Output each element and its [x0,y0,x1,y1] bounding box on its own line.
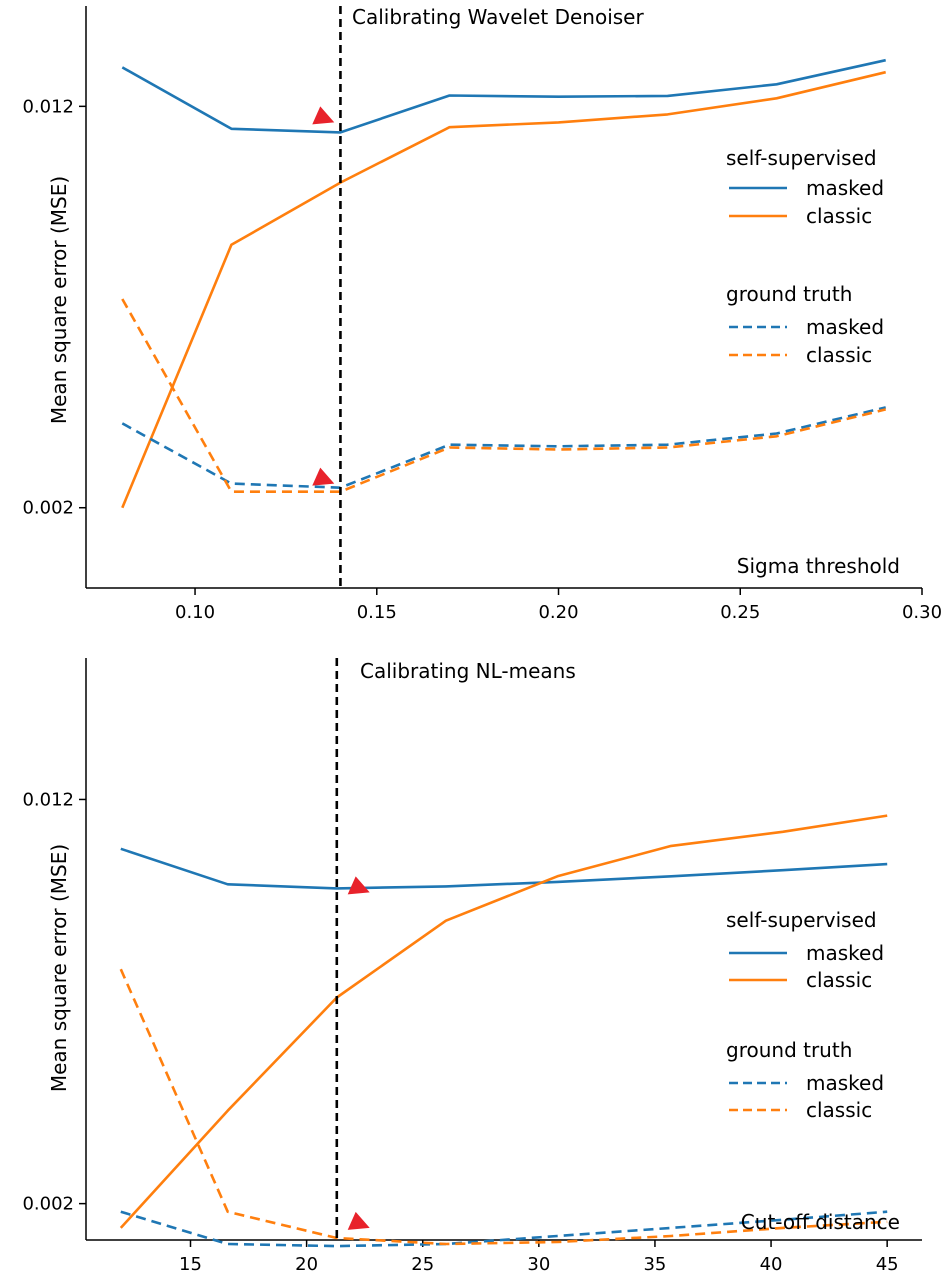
series-layer-nl-means [119,658,888,1248]
legend-nl-means: self-supervised masked classic ground tr… [726,908,884,1122]
legend-label-self-masked: masked [806,941,884,965]
y-tick-label: 0.002 [22,1194,74,1215]
y-axis-label: Mean square error (MSE) [47,176,71,424]
x-axis-label: Sigma threshold [737,554,900,578]
series-layer-wavelet [121,6,887,588]
x-tick-label: 15 [179,1254,202,1275]
x-tick-label: 0.15 [357,602,397,623]
x-tick-label: 0.10 [175,602,215,623]
series-line-gt-classic [119,968,888,1246]
series-line-gt-classic [121,298,887,494]
ticks-nl-means: 15 20 25 30 35 40 45 0.002 0.012 [22,789,898,1275]
legend-title-ground-truth: ground truth [726,282,852,306]
markers-layer-wavelet [312,106,335,486]
chart-title: Calibrating Wavelet Denoiser [352,5,644,29]
series-line-self-classic [121,70,887,509]
legend-title-ground-truth: ground truth [726,1038,852,1062]
x-tick-label: 45 [876,1254,899,1275]
x-tick-label: 30 [527,1254,550,1275]
min-marker-arrow [312,467,335,486]
ticks-wavelet: 0.10 0.15 0.20 0.25 0.30 0.002 0.012 [22,96,942,623]
series-line-self-masked [121,58,886,134]
x-tick-label: 0.20 [538,602,578,623]
x-tick-label: 25 [411,1254,434,1275]
min-marker-arrow [312,106,335,125]
series-line-gt-masked [120,1210,888,1248]
y-axis-label: Mean square error (MSE) [47,844,71,1092]
legend-label-gt-masked: masked [806,315,884,339]
legend-title-self-supervised: self-supervised [726,908,877,932]
markers-layer-nl-means [347,876,370,1230]
legend-label-self-classic: classic [806,968,872,992]
legend-label-self-classic: classic [806,204,872,228]
legend-label-self-masked: masked [806,176,884,200]
legend-wavelet: self-supervised masked classic ground tr… [726,146,884,367]
y-tick-label: 0.002 [22,498,74,519]
y-tick-label: 0.012 [22,96,74,117]
x-tick-label: 35 [643,1254,666,1275]
x-tick-label: 20 [295,1254,318,1275]
series-line-self-classic [119,814,888,1229]
x-axis-label: Cut-off distance [741,1210,900,1234]
chart-wavelet-denoiser: 0.10 0.15 0.20 0.25 0.30 0.002 0.012 Calibrati… [22,5,942,623]
chart-title: Calibrating NL-means [360,659,576,683]
series-line-self-masked [120,847,888,890]
legend-title-self-supervised: self-supervised [726,146,877,170]
y-tick-label: 0.012 [22,789,74,810]
legend-label-gt-classic: classic [806,343,872,367]
min-marker-arrow [347,876,370,895]
min-marker-arrow [347,1211,370,1230]
series-line-gt-masked [121,406,887,490]
x-tick-label: 0.30 [902,602,942,623]
chart-nl-means: 15 20 25 30 35 40 45 0.002 0.012 Calibrating NL-… [22,658,922,1275]
x-tick-label: 40 [760,1254,783,1275]
legend-label-gt-classic: classic [806,1098,872,1122]
legend-label-gt-masked: masked [806,1071,884,1095]
x-tick-label: 0.25 [720,602,760,623]
